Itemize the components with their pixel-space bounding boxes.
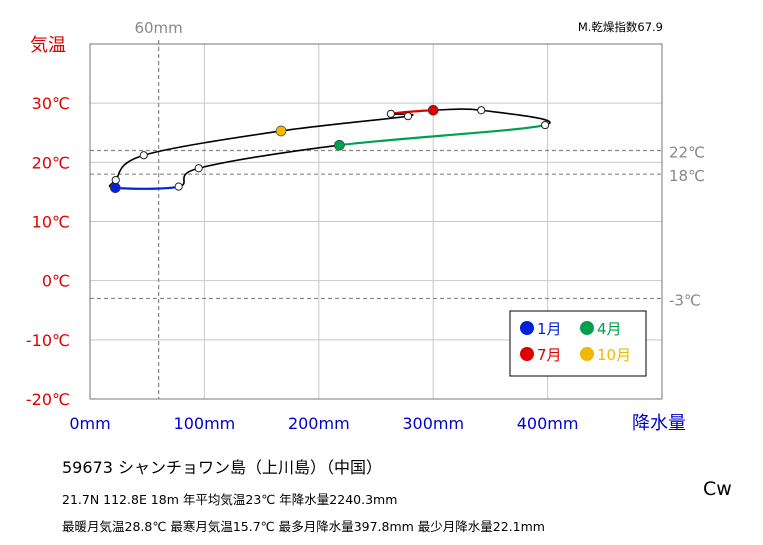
month-point-7 [427,104,439,116]
month-point-10 [275,125,287,137]
dryness-index: M.乾燥指数67.9 [578,20,663,34]
y-tick-label: -10℃ [26,331,70,350]
legend-label: 1月 [537,320,562,338]
y-tick-label: 30℃ [32,94,70,113]
curve-segment [280,115,409,132]
axis-labels: -20℃ -10℃ 0℃ 10℃ 20℃ 30℃ 0mm 100mm 200mm 300mm 400… [26,35,686,434]
reference-label-temp: 22℃ [669,144,705,162]
curve-segment [115,154,144,181]
x-tick-label: 100mm [174,414,236,433]
reference-label-precip: 60mm [134,19,182,37]
curve-segment [481,109,551,126]
climate-classification: Cw [703,478,732,500]
station-title: 59673 シャンチョワン島（上川島）（中国） [62,458,382,477]
station-summary-line-1: 21.7N 112.8E 18m 年平均気温23℃ 年降水量2240.3mm [62,492,398,507]
legend-marker [580,321,594,335]
reference-label-temp: -3℃ [669,291,701,309]
y-tick-label: 10℃ [32,213,70,232]
month-point-11 [139,151,148,160]
legend-marker [520,321,534,335]
y-tick-label: -20℃ [26,390,70,409]
legend-marker [580,347,594,361]
legend-label: 7月 [537,346,562,364]
x-tick-label: 400mm [517,414,579,433]
x-tick-label: 300mm [402,414,464,433]
month-point-6 [477,106,486,115]
curve-segment [143,130,282,156]
legend-box [509,310,647,377]
month-point-1 [109,182,121,194]
month-point-2 [174,182,183,191]
month-point-3 [194,164,203,173]
station-summary-line-2: 最暖月気温28.8℃ 最寒月気温15.7℃ 最多月降水量397.8mm 最少月降… [62,519,545,534]
x-axis-title: 降水量 [632,413,686,434]
legend: 1月 4月 7月 10月 [509,310,647,377]
reference-label-temp: 18℃ [669,167,705,185]
climate-curve [108,108,551,190]
curve-segment [390,109,434,115]
month-point-8 [386,109,395,118]
legend-label: 10月 [597,346,631,364]
legend-marker [520,347,534,361]
month-points [109,104,550,194]
curve-segment [115,185,179,190]
curve-segment [339,123,546,147]
x-tick-label: 0mm [69,414,110,433]
month-point-5 [540,120,550,130]
y-axis-title: 気温 [30,35,66,56]
x-tick-label: 200mm [288,414,350,433]
y-tick-label: 0℃ [42,272,70,291]
month-point-9 [403,112,413,121]
curve-segment [433,108,482,112]
curve-segment [198,144,340,170]
reference-lines: 60mm 22℃ 18℃ -3℃ [90,19,705,399]
y-tick-label: 20℃ [32,153,70,172]
month-point-12 [111,175,120,185]
plot-frame [89,43,663,400]
month-point-4 [334,139,345,151]
legend-label: 4月 [597,320,622,338]
